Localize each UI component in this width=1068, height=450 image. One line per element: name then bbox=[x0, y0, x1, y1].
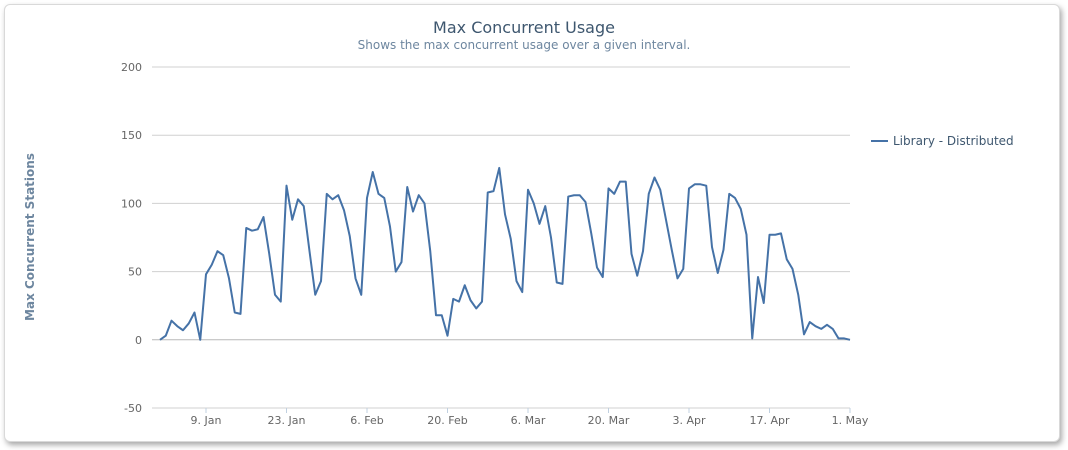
x-tick-label: 1. May bbox=[832, 414, 869, 427]
y-tick-label: 200 bbox=[121, 61, 142, 74]
y-axis-ticks: -50 0 50 100 150 200 bbox=[121, 61, 142, 415]
y-tick-label: -50 bbox=[124, 402, 142, 415]
legend[interactable]: Library - Distributed bbox=[871, 134, 1014, 148]
chart-card bbox=[4, 4, 1060, 442]
y-tick-label: 100 bbox=[121, 197, 142, 210]
x-tick-label: 23. Jan bbox=[268, 414, 306, 427]
chart-subtitle: Shows the max concurrent usage over a gi… bbox=[358, 38, 691, 52]
x-tick-label: 3. Apr bbox=[672, 414, 705, 427]
series-group bbox=[159, 166, 851, 341]
series-line-library-distributed[interactable] bbox=[159, 166, 851, 341]
x-tick-label: 17. Apr bbox=[749, 414, 789, 427]
y-tick-label: 50 bbox=[128, 266, 142, 279]
y-tick-label: 0 bbox=[135, 334, 142, 347]
x-axis-ticks: 9. Jan 23. Jan 6. Feb 20. Feb 6. Mar 20. Mar 3… bbox=[191, 408, 869, 427]
x-tick-label: 6. Mar bbox=[511, 414, 546, 427]
chart-title: Max Concurrent Usage bbox=[433, 18, 615, 37]
x-tick-label: 6. Feb bbox=[350, 414, 383, 427]
y-axis-label: Max Concurrent Stations bbox=[23, 153, 37, 321]
y-tick-label: 150 bbox=[121, 129, 142, 142]
x-tick-label: 20. Mar bbox=[588, 414, 630, 427]
x-tick-label: 20. Feb bbox=[427, 414, 467, 427]
x-tick-label: 9. Jan bbox=[191, 414, 222, 427]
grid-lines bbox=[152, 66, 850, 409]
legend-item-library-distributed[interactable]: Library - Distributed bbox=[893, 134, 1014, 148]
